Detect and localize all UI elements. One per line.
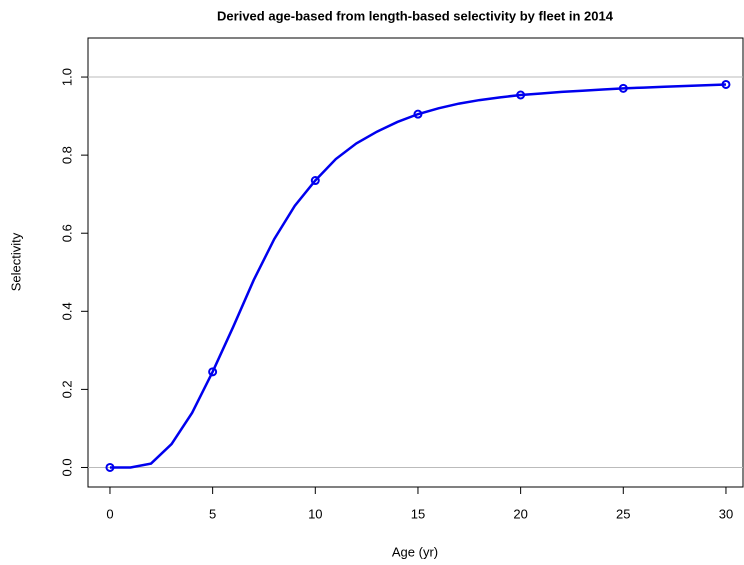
x-tick-label: 20 <box>513 506 527 521</box>
plot-box <box>87 37 744 488</box>
y-tick-label: 0.4 <box>59 302 74 320</box>
x-tick-label: 30 <box>719 506 733 521</box>
series-line <box>109 83 727 469</box>
point-marker <box>208 367 218 377</box>
y-tick-label: 0.2 <box>59 380 74 398</box>
y-tick-label: 1.0 <box>59 68 74 86</box>
x-tick-label: 15 <box>411 506 425 521</box>
point-marker <box>413 109 423 119</box>
y-tick-label: 0.6 <box>59 224 74 242</box>
y-tick-label: 0.0 <box>59 458 74 476</box>
point-marker <box>721 79 731 89</box>
point-marker <box>618 83 628 93</box>
point-marker <box>105 462 115 472</box>
point-marker <box>516 90 526 100</box>
y-tick-label: 0.8 <box>59 146 74 164</box>
x-tick-label: 0 <box>106 506 113 521</box>
x-axis-label: Age (yr) <box>392 544 438 559</box>
point-marker <box>310 176 320 186</box>
x-tick-label: 25 <box>616 506 630 521</box>
chart-title: Derived age-based from length-based sele… <box>217 8 614 23</box>
x-tick-label: 5 <box>209 506 216 521</box>
y-axis-label: Selectivity <box>8 232 23 291</box>
x-tick-label: 10 <box>308 506 322 521</box>
